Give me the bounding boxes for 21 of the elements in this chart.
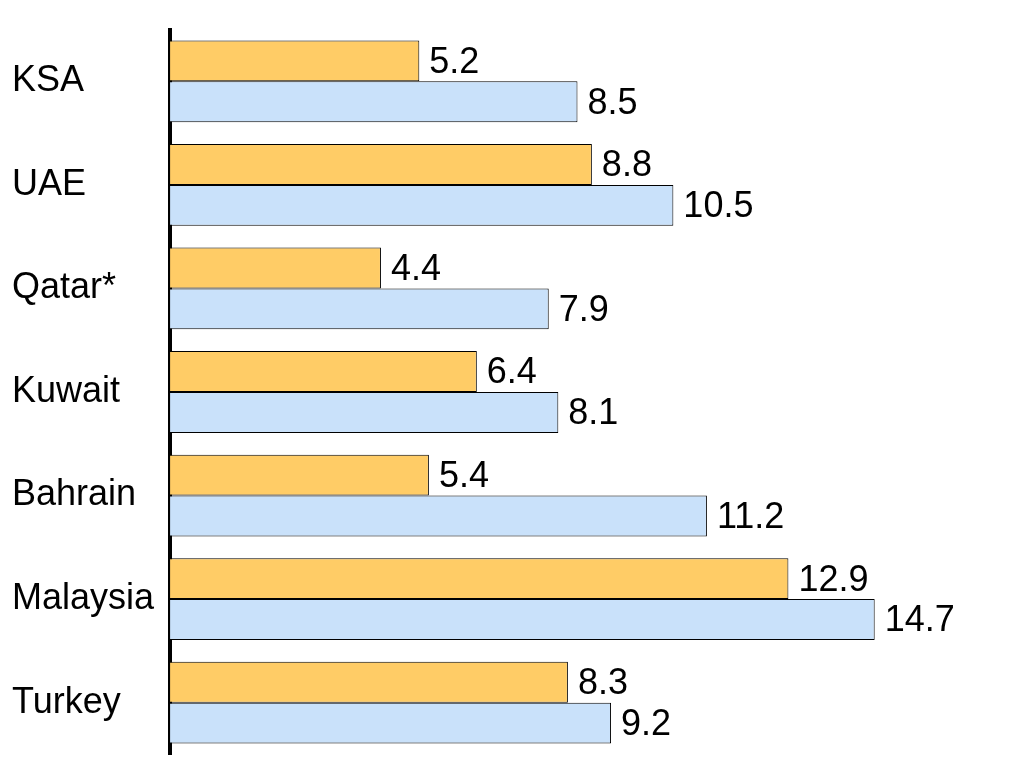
data-label: 7.9 (558, 287, 609, 329)
data-label: 5.2 (429, 39, 480, 81)
data-label: 8.5 (587, 80, 638, 122)
data-label: 14.7 (884, 598, 955, 640)
y-tick-label: Kuwait (12, 368, 121, 410)
data-label: 4.4 (390, 246, 442, 288)
data-label: 8.3 (577, 661, 628, 703)
data-label: 10.5 (683, 184, 754, 226)
data-label: 11.2 (716, 494, 785, 536)
data-label: 9.2 (621, 702, 672, 743)
data-label: 6.4 (486, 350, 537, 392)
y-tick-label: KSA (12, 58, 85, 100)
y-tick-label: Malaysia (12, 576, 156, 618)
data-label: 8.8 (601, 143, 652, 185)
y-tick-label: Bahrain (12, 472, 137, 514)
y-tick-label: UAE (12, 161, 87, 203)
y-tick-label: Turkey (12, 679, 121, 721)
y-tick-label: Qatar* (12, 265, 117, 307)
data-label: 12.9 (798, 557, 869, 599)
data-label: 8.1 (568, 391, 619, 433)
data-label: 5.4 (438, 454, 489, 496)
